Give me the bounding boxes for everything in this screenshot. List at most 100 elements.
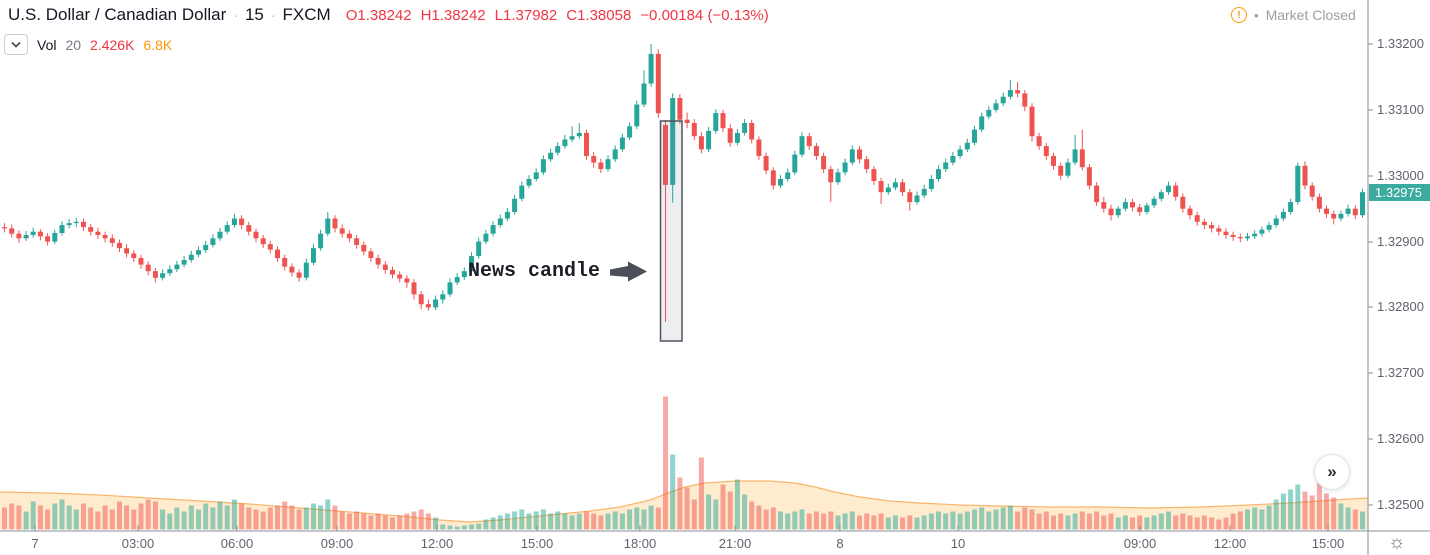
arrow-right-icon	[610, 261, 648, 281]
volume-bar	[167, 513, 173, 530]
volume-bar	[1166, 511, 1171, 530]
candle-body	[641, 83, 647, 105]
time-tick-label: 10	[950, 536, 966, 551]
candle-body	[16, 233, 22, 239]
candle-body	[957, 149, 963, 156]
candle-body	[497, 218, 503, 226]
candle-body	[1309, 185, 1315, 197]
price-tick-label: 1.32700	[1377, 365, 1424, 380]
volume-bar	[1245, 509, 1250, 530]
candle-body	[591, 156, 597, 163]
candle-body	[1108, 208, 1114, 216]
candle-body	[1144, 205, 1150, 212]
axis-settings-icon[interactable]: ☼	[1388, 531, 1406, 553]
chevron-down-icon	[11, 41, 21, 48]
indicator-name[interactable]: Vol	[37, 36, 57, 53]
volume-bar	[1000, 507, 1006, 530]
candle-body	[66, 223, 72, 226]
candle-body	[239, 218, 245, 226]
volume-bar	[1130, 517, 1135, 530]
candle-body	[1180, 196, 1186, 209]
volume-bar	[361, 513, 367, 530]
ohlc-change: −0.00184 (−0.13%)	[640, 6, 769, 24]
volume-bar	[892, 515, 898, 530]
volume-bar	[584, 511, 589, 530]
candle-body	[950, 156, 956, 163]
volume-bar	[569, 515, 575, 530]
candle-body	[88, 227, 94, 232]
candle-body	[1007, 90, 1013, 97]
candle-body	[1173, 185, 1179, 197]
candle-body	[1331, 213, 1337, 219]
time-tick-label: 18:00	[623, 536, 657, 551]
volume-bar	[806, 513, 812, 530]
candle-body	[346, 233, 352, 239]
volume-bar	[210, 507, 216, 530]
candle-body	[1288, 202, 1294, 212]
candle-body	[382, 264, 388, 270]
candle-body	[1295, 165, 1301, 202]
news-candle-annotation[interactable]: News candle	[468, 260, 649, 283]
candle-body	[576, 132, 582, 137]
volume-bar	[152, 501, 158, 530]
volume-bar	[576, 513, 582, 530]
candle-body	[1101, 202, 1107, 209]
candle-body	[217, 231, 223, 239]
candle-body	[864, 159, 870, 170]
candle-body	[425, 304, 431, 308]
volume-bar	[275, 505, 280, 530]
candle-body	[1000, 96, 1006, 104]
ohlc-close: C1.38058	[566, 6, 632, 24]
candle-body	[1280, 211, 1286, 219]
volume-bar	[1338, 503, 1344, 530]
candle-body	[433, 299, 439, 308]
legend-collapse-button[interactable]	[4, 34, 28, 55]
candle-body	[95, 231, 101, 235]
candle-body	[562, 139, 568, 147]
volume-bar	[655, 507, 661, 530]
candle-body	[311, 248, 316, 263]
volume-bar	[684, 487, 690, 530]
price-tick-label: 1.33100	[1377, 102, 1424, 117]
volume-bar	[957, 513, 963, 530]
symbol-title[interactable]: U.S. Dollar / Canadian Dollar	[8, 5, 227, 24]
candle-body	[900, 182, 906, 193]
scroll-to-recent-button[interactable]: »	[1314, 454, 1350, 490]
volume-bar	[785, 513, 791, 530]
volume-bar	[239, 503, 245, 530]
header-separator: ·	[233, 7, 238, 23]
volume-bar	[540, 509, 546, 530]
candle-body	[835, 172, 841, 183]
volume-bar	[526, 513, 532, 530]
volume-bar	[1201, 515, 1207, 530]
volume-bar	[109, 509, 115, 530]
candles-layer	[2, 44, 1365, 322]
volume-ma-value: 6.8K	[143, 36, 173, 53]
volume-bar	[282, 501, 288, 530]
candle-body	[519, 185, 525, 199]
volume-bar	[1280, 493, 1286, 530]
volume-bar	[131, 509, 137, 530]
price-tick-label: 1.32600	[1377, 431, 1424, 446]
candle-body	[928, 179, 934, 189]
market-status: ! • Market Closed	[1231, 7, 1356, 23]
candle-body	[648, 53, 654, 84]
interval-label[interactable]: 15	[244, 5, 264, 24]
candle-body	[131, 253, 137, 258]
volume-bar	[1108, 513, 1114, 530]
candle-body	[37, 231, 43, 237]
news-candle-highlight-box[interactable]	[659, 120, 683, 342]
candle-body	[526, 179, 532, 186]
volume-bar	[1101, 515, 1107, 530]
time-tick-label: 15:00	[520, 536, 554, 551]
volume-bar	[23, 511, 29, 530]
volume-bar	[763, 509, 769, 530]
candle-body	[267, 244, 273, 250]
volume-bar	[1022, 507, 1028, 530]
candle-body	[828, 169, 834, 183]
candle-body	[325, 218, 331, 234]
candle-body	[52, 233, 58, 242]
exchange-label[interactable]: FXCM	[282, 5, 331, 24]
volume-bar	[1324, 493, 1329, 530]
